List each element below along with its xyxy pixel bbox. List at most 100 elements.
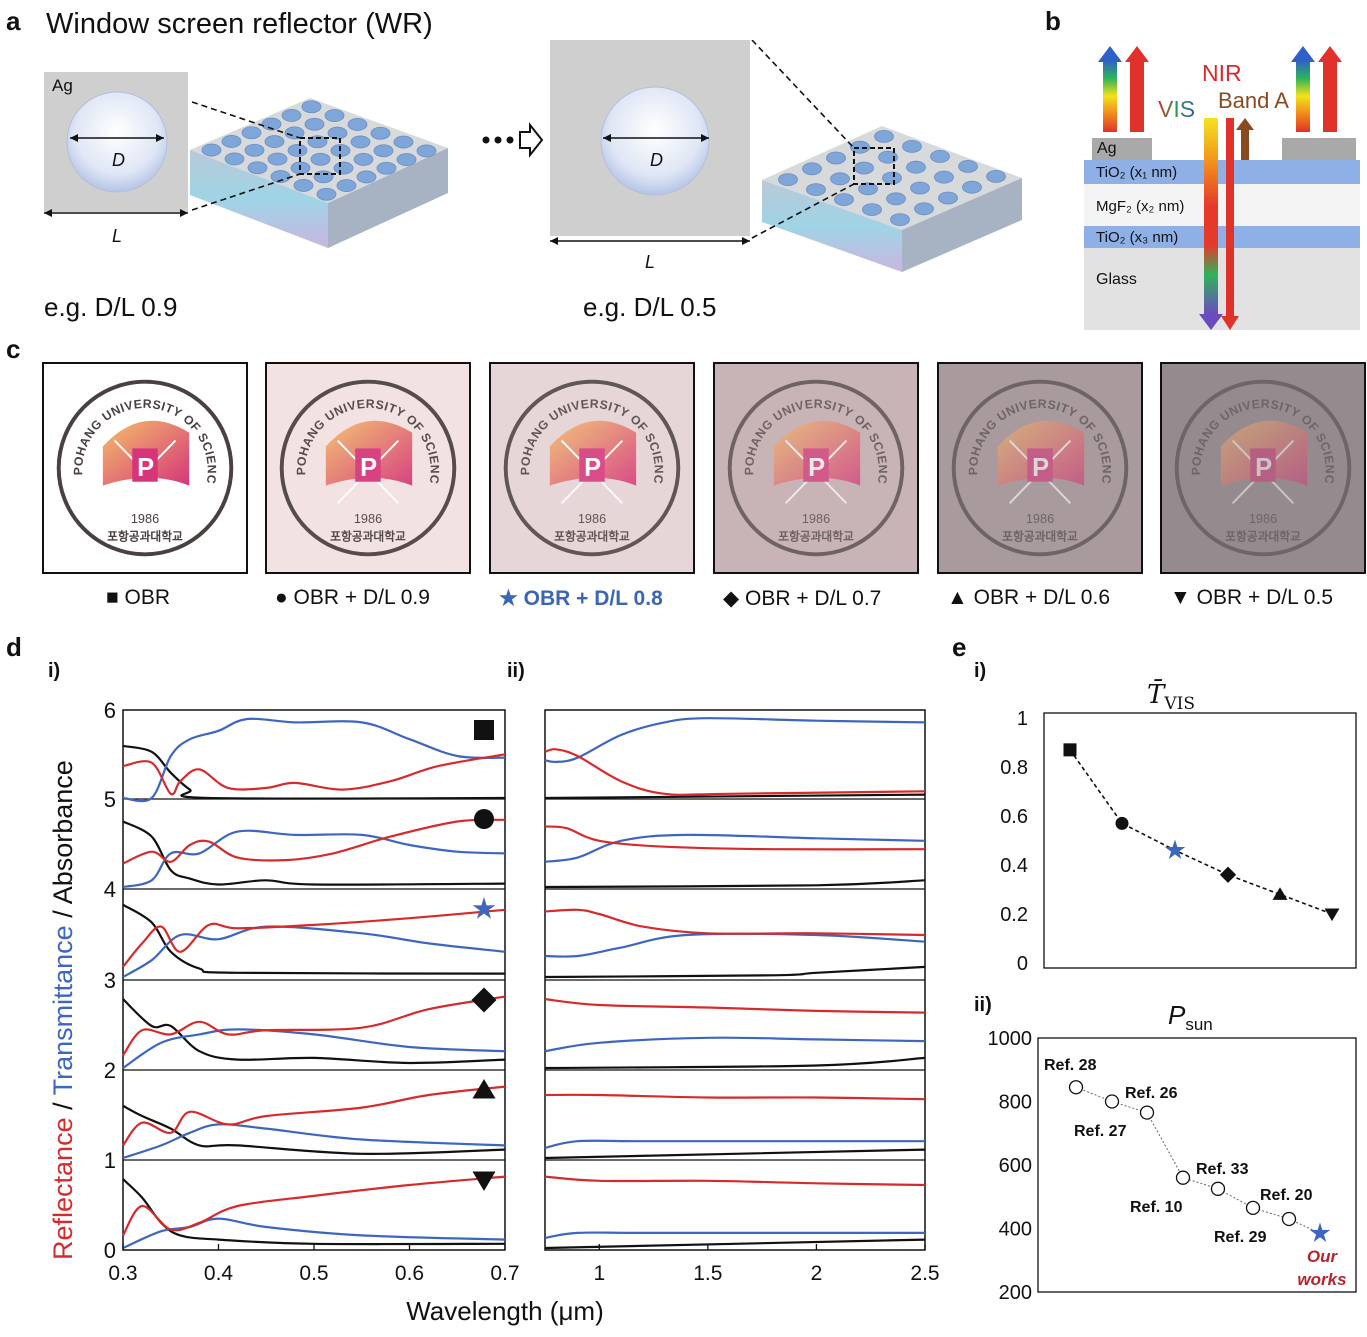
logo-caption-1: ■ OBR [106,586,170,610]
e-ii-frame [1037,1037,1357,1293]
logo-group: POHANG UNIVERSITY OF SCIENCE AND TECHNOL… [44,364,234,557]
hole [281,109,302,122]
caption-text: OBR [124,586,171,609]
psun-sub: sun [1185,1015,1213,1035]
absorbance-curve [544,1238,926,1250]
e-ii-point-label: Ref. 26 [1125,1085,1178,1102]
reflectance-curve [544,748,926,796]
logo-korean: 포항공과대학교 [330,530,406,544]
row-marker-diamond [471,987,497,1013]
logo-letter: P [360,454,377,482]
hole [862,203,882,217]
hole [850,140,870,154]
logo-outer-ring [503,379,681,557]
transmittance-curve [544,1139,925,1149]
x-tick-label: 2.5 [910,1262,939,1285]
e-ii-y-tick-label: 1000 [988,1028,1033,1050]
logo-letter: P [584,454,601,482]
absorbance-curve [122,820,506,886]
hole [806,183,826,197]
transmittance-curve [544,833,926,863]
e-ii-point-ref-29 [1245,1200,1261,1216]
caption-symbol: ■ [106,586,125,609]
our-works-label-line1: Our [1307,1247,1339,1266]
slab-left [190,98,448,248]
hole [313,170,334,184]
transmittance-curve [544,1036,926,1053]
hole [264,135,285,148]
hole [310,152,331,166]
e-ii-point-label: Ref. 28 [1044,1057,1097,1074]
panel-d-i-label: i) [48,660,61,682]
caption-symbol: ★ [499,587,524,610]
layer-label-tio2-bottom: TiO₂ (x₃ nm) [1096,229,1179,246]
banda-label: Band A [1218,88,1289,113]
logo-group: POHANG UNIVERSITY OF SCIENCE AND TECHNOL… [267,364,457,557]
hole [350,135,371,149]
hole [373,144,394,158]
logo-outer-ring [727,379,905,557]
transmittance-curve [122,717,506,803]
hole [890,213,910,227]
e-ii-point-ref-26 [1139,1105,1155,1120]
absorbance-curve [122,903,506,975]
panel-e-ii-label: ii) [974,994,992,1016]
e-i-point-circle [1115,816,1129,830]
e-ii-y-tick-label: 200 [999,1282,1032,1304]
caption-text: OBR + D/L 0.9 [293,586,430,609]
hole [802,162,822,176]
hole [958,160,978,173]
nir-label: NIR [1202,60,1242,86]
hole [826,151,846,165]
logo-p-block [1027,448,1053,482]
hole [886,192,906,206]
hole [327,126,348,140]
hole [914,202,934,216]
e-ii-y-tick-label: 600 [999,1155,1032,1177]
our-works-label-line2: works [1297,1270,1346,1289]
reflectance-curve [544,825,926,851]
logo-p-block [132,448,158,482]
slab-right-holes [778,130,1006,227]
transmittance-curve [122,1217,506,1250]
absorbance-curve [544,965,926,979]
d-label-right: D [650,150,663,170]
logo-group: POHANG UNIVERSITY OF SCIENCE AND TECHNOL… [939,364,1129,557]
logo-korean: 포항공과대학교 [554,530,630,544]
e-ii-point-label: Ref. 20 [1260,1187,1313,1204]
absorbance-curve [544,1056,926,1070]
logo-korean: 포항공과대학교 [778,530,854,544]
reflectance-curve [122,1085,506,1147]
tvis-sub: VIS [1164,694,1195,715]
e-i-y-tick-label: 0.4 [1000,855,1028,877]
logo-caption-3: ★ OBR + D/L 0.8 [499,586,663,611]
row-marker-triangle-down [472,1171,496,1191]
row-marker-square [474,720,494,740]
e-i-y-tick-label: 1 [1017,708,1028,730]
transmittance-curve [544,717,926,764]
row-marker-star [472,897,496,919]
e-ii-point-label: Ref. 27 [1074,1123,1127,1140]
e-ii-y-tick-label: 800 [999,1092,1032,1114]
e-i-point-star [1164,839,1186,859]
d-label-left: D [112,150,125,170]
e-i-dashed-line [1069,749,1333,915]
logo-outer-ring [56,379,234,557]
hole [333,161,354,175]
unit-cell-left [44,72,188,217]
hole [324,109,345,122]
reflectance-curve [544,1093,926,1101]
logo-sample-2: POHANG UNIVERSITY OF SCIENCE AND TECHNOL… [265,362,471,574]
hole [221,135,242,148]
y-tick-label: 1 [104,1148,116,1173]
reflectance-curve [544,908,926,937]
logo-letter: P [1255,454,1272,482]
postech-logo: POHANG UNIVERSITY OF SCIENCE AND TECHNOL… [715,364,905,557]
x-tick-label: 0.5 [299,1262,328,1285]
hole [834,193,854,207]
logo-sample-4: POHANG UNIVERSITY OF SCIENCE AND TECHNOL… [713,362,919,574]
y-tick-label: 4 [104,877,116,902]
y-tick-label: 6 [104,698,116,723]
reflectance-curve [122,1175,506,1237]
e-ii-y-tick-label: 400 [999,1219,1032,1241]
